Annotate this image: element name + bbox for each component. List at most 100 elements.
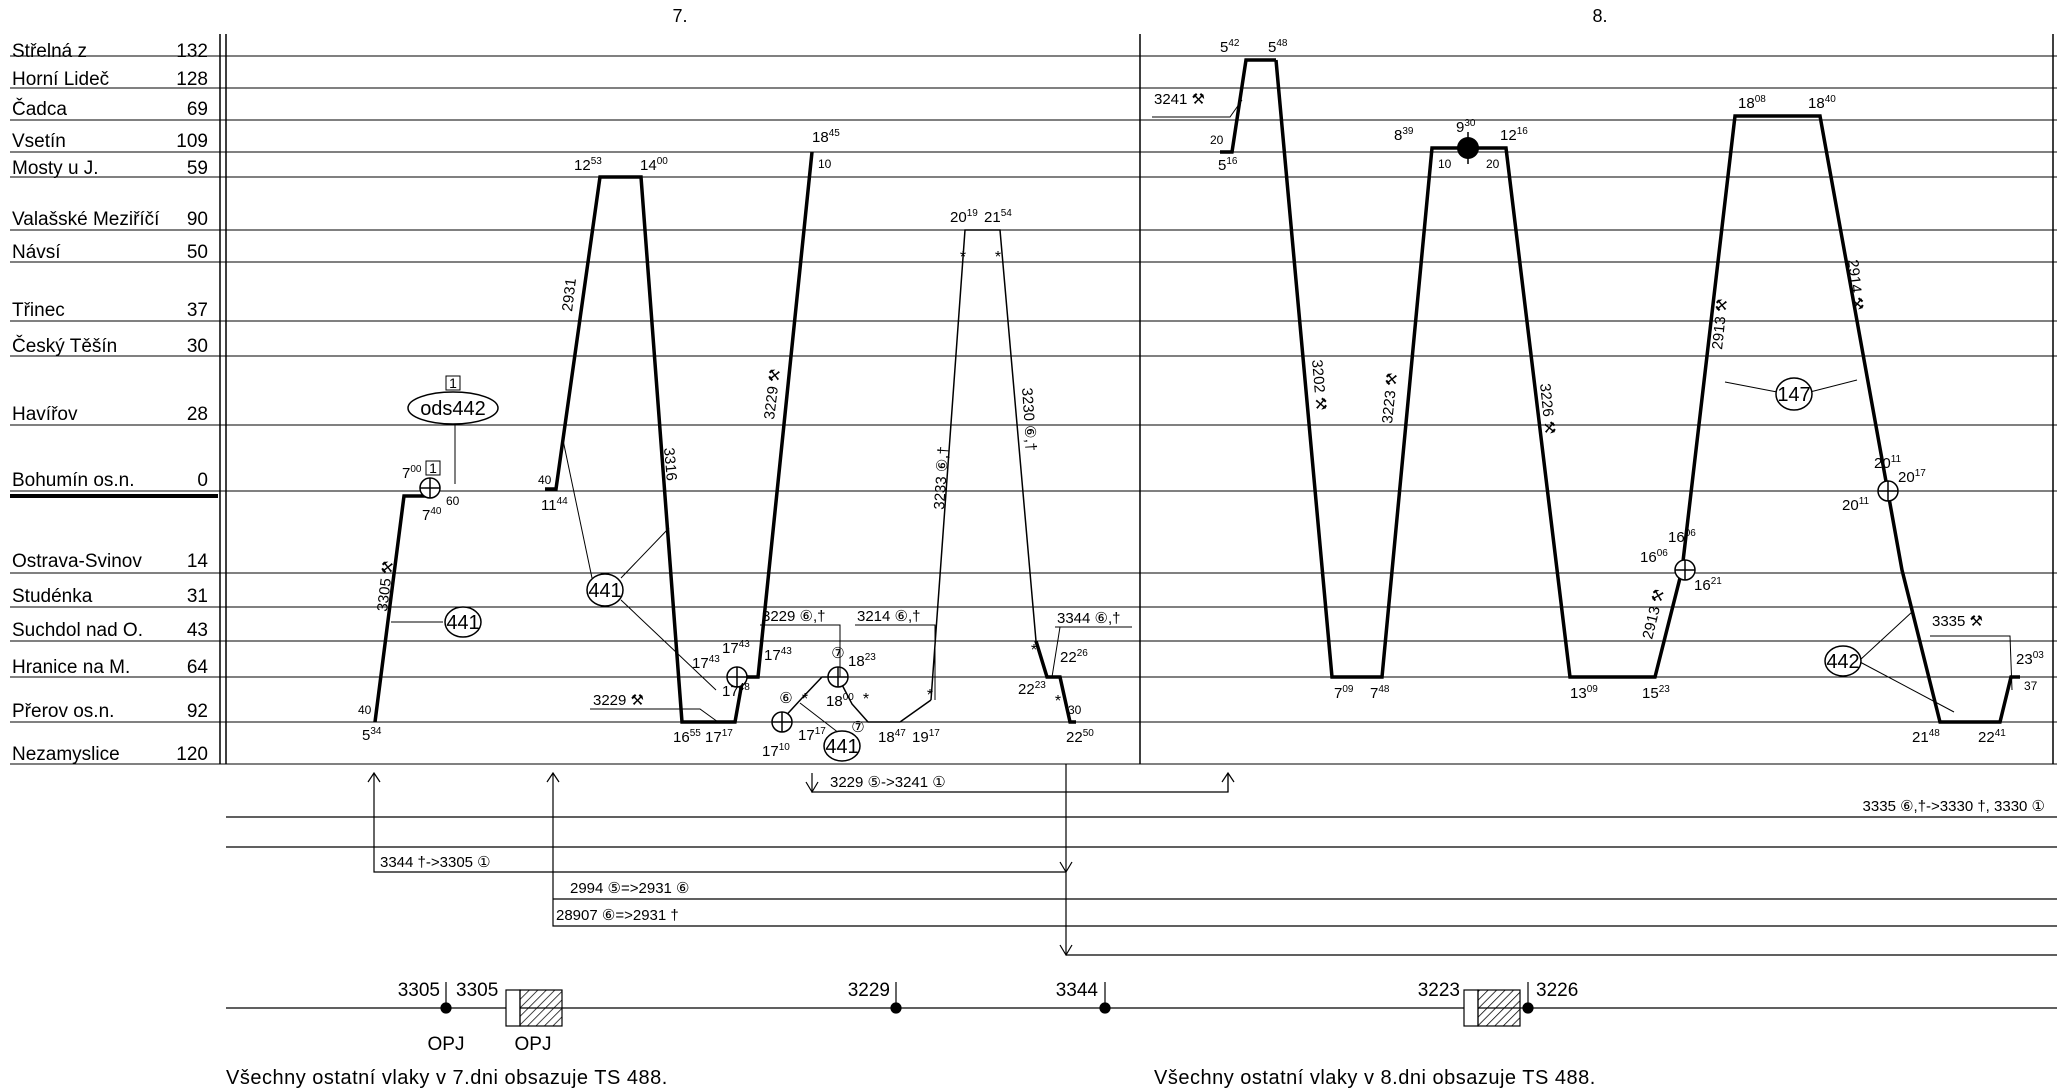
time-label: 1748 [722,682,750,700]
station-km: 30 [187,336,208,357]
station-km: 109 [176,131,208,152]
time-label: 542 [1220,38,1240,56]
time-label: 2019 [950,208,978,226]
depot-label: 3305 [456,980,498,1001]
station-name: Třinec [12,300,65,321]
thin-paths [779,229,1037,723]
depot-label: 3229 [848,980,890,1001]
crossing-marker [827,666,849,688]
flag-texts: 3229 ⚒ 3229 ⑥,† 3214 ⑥,† 3344 ⑥,† 3241 ⚒… [593,91,1983,709]
boxed-text: 1 [429,460,437,476]
train-number: 2914 ⚒ [1844,259,1866,311]
circle-text: 441 [588,580,621,602]
crossing-marker [1877,480,1899,502]
station-km: 92 [187,701,208,722]
time-label: 516 [1218,156,1238,174]
station-labels: Střelná z 132 Horní Lideč 128 Čadca 69 V… [12,41,208,765]
station-km: 50 [187,242,208,263]
transfer-label: 2994 ⑤=>2931 ⑥ [570,880,690,897]
train-number: 2931 [559,277,580,312]
station-name: Vsetín [12,131,66,152]
time-label: 1840 [1808,94,1836,112]
station-km: 120 [176,744,208,765]
circle-label-442 [1824,645,1862,677]
time-label: 1606 [1668,528,1696,546]
time-label: 1845 [812,128,840,146]
time-label: 548 [1268,38,1288,56]
time-label: 930 [1456,118,1476,136]
time-label: 2250 [1066,728,1094,746]
crossing-marker [1674,559,1696,581]
time-label: 740 [422,506,442,524]
station-km: 128 [176,69,208,90]
circle-text: 442 [1826,651,1859,673]
train-number: 3230 ⑥,† [1018,387,1039,452]
train-path-2931-3316 [545,175,720,724]
station-name: Návsí [12,242,61,263]
depot-label: 3226 [1536,980,1578,1001]
circle-leaders [391,379,1955,741]
path-cross: * [1031,642,1037,659]
time-label: 2226 [1060,648,1088,666]
circle-text: ods442 [420,398,486,420]
time-label: 2011 [1874,454,1902,472]
depot-label: 3344 [1056,980,1099,1001]
station-km: 14 [187,551,209,572]
station-name: Střelná z [12,41,87,62]
time-label: 20 [1210,133,1224,147]
transfer-lines [226,764,2057,956]
circle-label-147 [1775,377,1813,411]
footnote-day-7: Všechny ostatní vlaky v 7.dni obsazuje T… [226,1067,668,1089]
time-label: 2154 [984,208,1012,226]
transfer-label: 3229 ⑤->3241 ① [830,774,946,791]
time-label: 1917 [912,728,940,746]
circle-text: 441 [825,736,858,758]
station-name: Bohumín os.n. [12,470,135,491]
time-label: 1743 [722,639,750,657]
flag-labels [590,99,2013,723]
station-name: Přerov os.n. [12,701,114,722]
time-labels: 534 40 700 740 60 40 1144 1253 1400 1655… [358,38,2044,760]
time-label: 1743 [692,654,720,672]
time-label: 10 [1438,157,1452,171]
circle-label-ods442 [407,391,499,425]
path-cross: * [927,687,933,704]
time-label: 1847 [878,728,906,746]
day-label-7: 7. [672,6,687,26]
station-km: 90 [187,209,208,230]
circle-label-441 [586,573,624,607]
time-label: 1621 [1694,576,1722,594]
flag-label: 3229 ⚒ [593,692,644,709]
station-km: 28 [187,404,208,425]
path-cross: * [960,249,966,266]
depot-label: 3305 [398,980,440,1001]
flag-label: 3214 ⑥,† [857,608,921,625]
time-label: 1216 [1500,126,1528,144]
time-label: 1606 [1640,548,1668,566]
station-name: Suchdol nad O. [12,620,143,641]
time-label: 2011 [1842,496,1870,514]
station-name: Havířov [12,404,78,425]
train-number: 3223 ⚒ [1379,372,1401,424]
path-cross: * [802,691,808,708]
station-name: Nezamyslice [12,744,120,765]
time-label: 2017 [1898,468,1926,486]
time-label: 1400 [640,156,668,174]
time-label: 40 [538,473,552,487]
station-km: 59 [187,158,208,179]
station-km: 132 [176,41,208,62]
crossing-marker [419,477,441,499]
station-km: 43 [187,620,208,641]
time-label: 1710 [762,742,790,760]
transfer-label: 3344 †->3305 ① [380,854,491,871]
flag-label: 3241 ⚒ [1154,91,1205,108]
time-label: 30 [1068,703,1082,717]
time-label: 1823 [848,652,876,670]
time-label: 1717 [705,728,733,746]
time-label: 2223 [1018,680,1046,698]
path-crosses: * * * * * * * [802,249,1061,710]
time-label: 709 [1334,684,1354,702]
station-name: Český Těšín [12,335,117,357]
train-number: 3233 ⑥,† [931,446,952,511]
